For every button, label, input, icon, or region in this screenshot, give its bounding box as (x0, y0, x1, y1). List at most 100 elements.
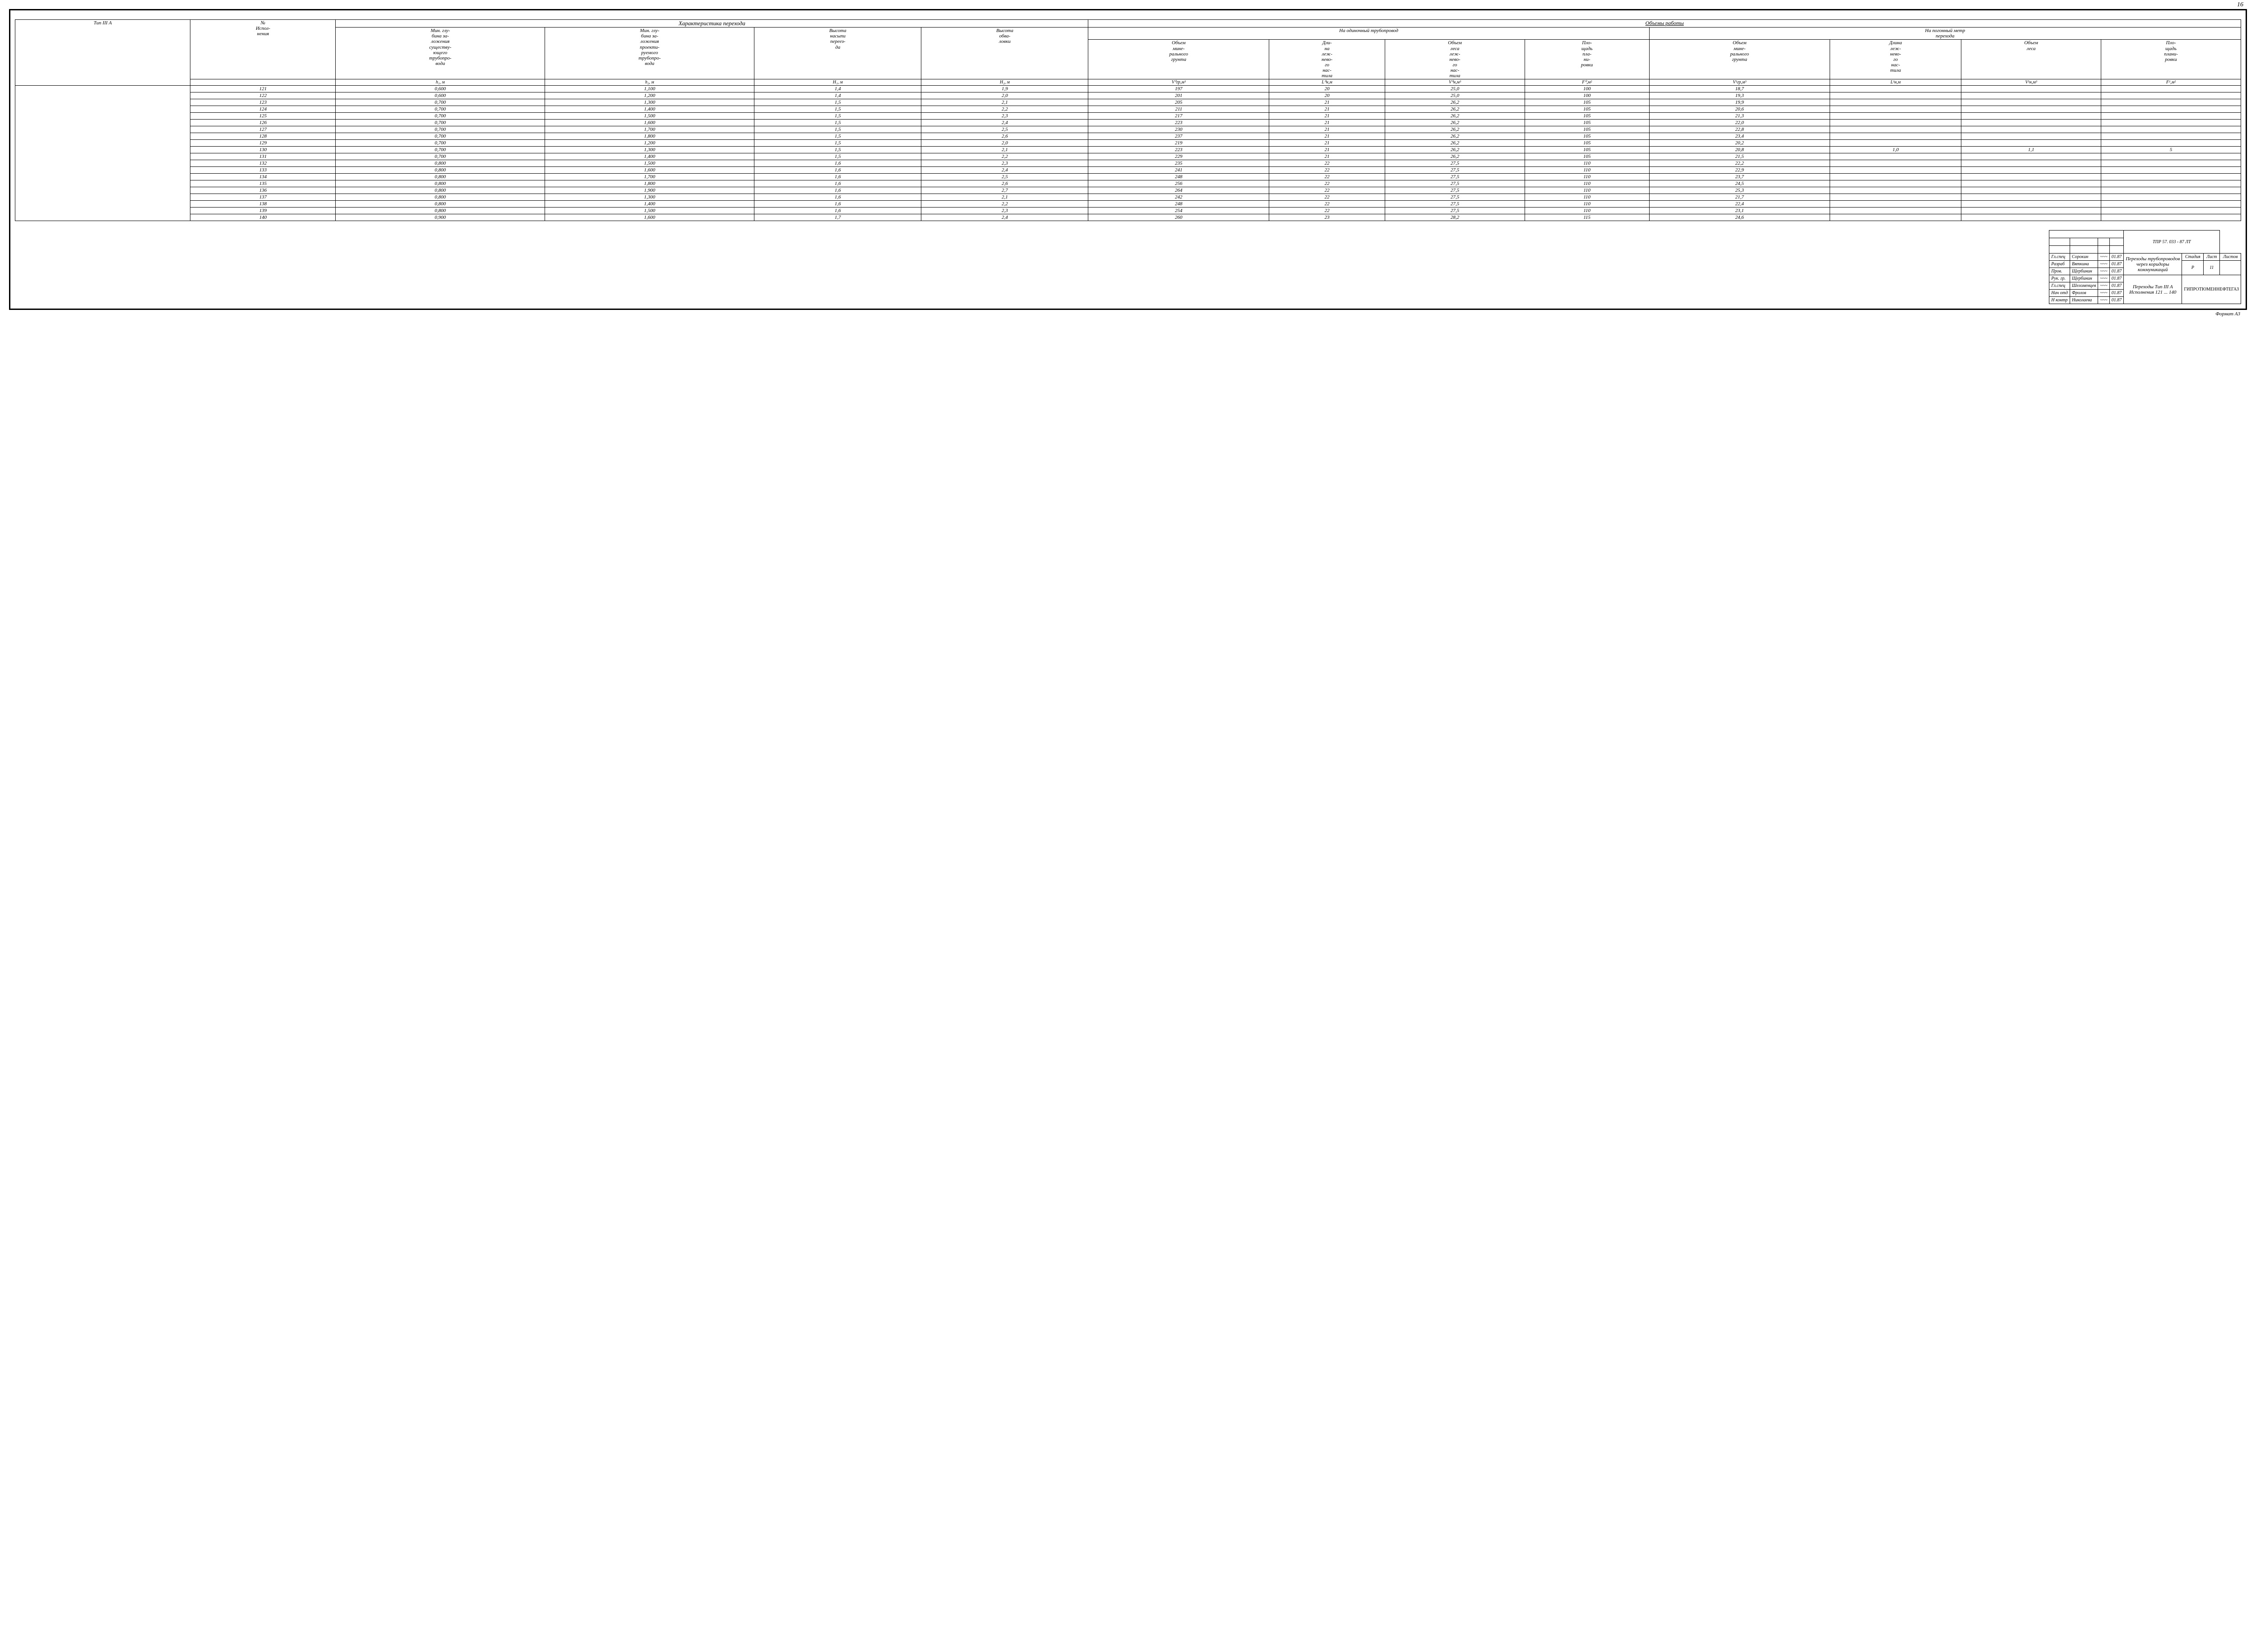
data-cell: 105 (1525, 99, 1649, 106)
data-cell: 22 (1269, 174, 1385, 180)
data-cell: 201 (1088, 92, 1269, 99)
data-cell: 21 (1269, 153, 1385, 160)
data-cell: 136 (190, 187, 336, 194)
data-cell: 1,4 (754, 86, 921, 92)
data-cell: 2,5 (921, 126, 1088, 133)
data-cell: 133 (190, 167, 336, 174)
data-cell: 219 (1088, 140, 1269, 147)
data-cell: 1,500 (545, 160, 754, 167)
data-cell: 20 (1269, 86, 1385, 92)
data-cell: 25,3 (1649, 187, 1830, 194)
data-cell (1830, 106, 1961, 113)
data-cell: 2,6 (921, 133, 1088, 140)
title-block-section: ТПР 57. 033 - 87 ЛТ Гл.спец Сорокин ~~~ … (15, 230, 2241, 304)
data-cell: 100 (1525, 86, 1649, 92)
role-6: Н контр (2049, 297, 2070, 304)
data-cell: 105 (1525, 153, 1649, 160)
data-cell (1830, 133, 1961, 140)
data-cell: 1,4 (754, 92, 921, 99)
data-cell: 22 (1269, 180, 1385, 187)
data-cell: 197 (1088, 86, 1269, 92)
data-cell (1830, 208, 1961, 214)
data-cell (1961, 133, 2101, 140)
date-2: 01.87 (2109, 268, 2124, 275)
data-cell: 115 (1525, 214, 1649, 221)
data-cell (1961, 208, 2101, 214)
data-cell: 21 (1269, 120, 1385, 126)
name-0: Сорокин (2070, 254, 2098, 261)
data-cell: 21,5 (1649, 153, 1830, 160)
data-cell: 230 (1088, 126, 1269, 133)
data-cell: 26,2 (1385, 140, 1525, 147)
data-cell (2101, 120, 2241, 126)
data-cell: 0,800 (336, 174, 545, 180)
data-cell (1830, 187, 1961, 194)
sym-H2: H₂, м (921, 79, 1088, 86)
data-cell: 1,100 (545, 86, 754, 92)
data-cell: 28,2 (1385, 214, 1525, 221)
page-number: 16 (2237, 1, 2243, 9)
data-cell: 21 (1269, 99, 1385, 106)
main-data-table: Тип III А №Испол-нения Характеристика пе… (15, 19, 2241, 221)
role-0: Гл.спец (2049, 254, 2070, 261)
data-cell: 0,700 (336, 153, 545, 160)
data-cell: 248 (1088, 174, 1269, 180)
data-cell: 23,1 (1649, 208, 1830, 214)
data-cell: 241 (1088, 167, 1269, 174)
name-2: Щербинин (2070, 268, 2098, 275)
data-cell: 2,0 (921, 92, 1088, 99)
table-row: 1240,7001,4001,52,22112126,210520,6 (15, 106, 2241, 113)
data-cell: 264 (1088, 187, 1269, 194)
data-cell: 26,2 (1385, 133, 1525, 140)
date-4: 01.87 (2109, 282, 2124, 290)
data-cell (1961, 174, 2101, 180)
data-cell: 105 (1525, 133, 1649, 140)
data-cell: 20,8 (1649, 147, 1830, 153)
list-label: Лист (2204, 254, 2220, 261)
data-cell: 27,5 (1385, 187, 1525, 194)
data-cell (1961, 92, 2101, 99)
data-cell (1830, 86, 1961, 92)
role-3: Рук. гр. (2049, 275, 2070, 282)
table-row: 1390,8001,5001,62,32542227,511023,1 (15, 208, 2241, 214)
data-cell: 1,600 (545, 214, 754, 221)
data-cell: 105 (1525, 140, 1649, 147)
data-cell (1961, 113, 2101, 120)
data-cell: 1,5 (754, 133, 921, 140)
data-cell (2101, 167, 2241, 174)
table-row: 1400,9001,6001,72,42602328,211524,6 (15, 214, 2241, 221)
table-row: 1370,8001,3001,62,12422227,511021,7 (15, 194, 2241, 201)
data-cell: 25,0 (1385, 86, 1525, 92)
data-cell (1961, 194, 2101, 201)
data-cell: 27,5 (1385, 174, 1525, 180)
data-cell: 21 (1269, 133, 1385, 140)
org-name: ГИПРОТЮМЕННЕФТЕГАЗ (2182, 275, 2241, 304)
data-cell: 235 (1088, 160, 1269, 167)
table-row: 1290,7001,2001,52,02192126,210520,2 (15, 140, 2241, 147)
sym-vgr0: V⁰гр,м³ (1088, 79, 1269, 86)
title-block-table: ТПР 57. 033 - 87 ЛТ Гл.спец Сорокин ~~~ … (2049, 230, 2241, 304)
name-6: Николаева (2070, 297, 2098, 304)
date-1: 01.87 (2109, 261, 2124, 268)
sym-h1: h₁, м (336, 79, 545, 86)
data-cell: 2,4 (921, 214, 1088, 221)
data-cell: 260 (1088, 214, 1269, 221)
data-cell (2101, 174, 2241, 180)
col-vn1: Объемлеса (1961, 40, 2101, 79)
data-cell (2101, 86, 2241, 92)
data-cell (1830, 126, 1961, 133)
data-cell: 110 (1525, 174, 1649, 180)
col-ispol: №Испол-нения (190, 20, 336, 79)
data-cell: 1,6 (754, 194, 921, 201)
sym-H1: H₁, м (754, 79, 921, 86)
data-cell: 22 (1269, 194, 1385, 201)
data-cell: 26,2 (1385, 99, 1525, 106)
data-cell: 26,2 (1385, 147, 1525, 153)
data-cell: 27,5 (1385, 201, 1525, 208)
data-cell: 1,5 (754, 120, 921, 126)
data-cell (2101, 153, 2241, 160)
data-cell: 131 (190, 153, 336, 160)
date-5: 01.87 (2109, 290, 2124, 297)
data-cell: 242 (1088, 194, 1269, 201)
data-cell: 27,5 (1385, 194, 1525, 201)
